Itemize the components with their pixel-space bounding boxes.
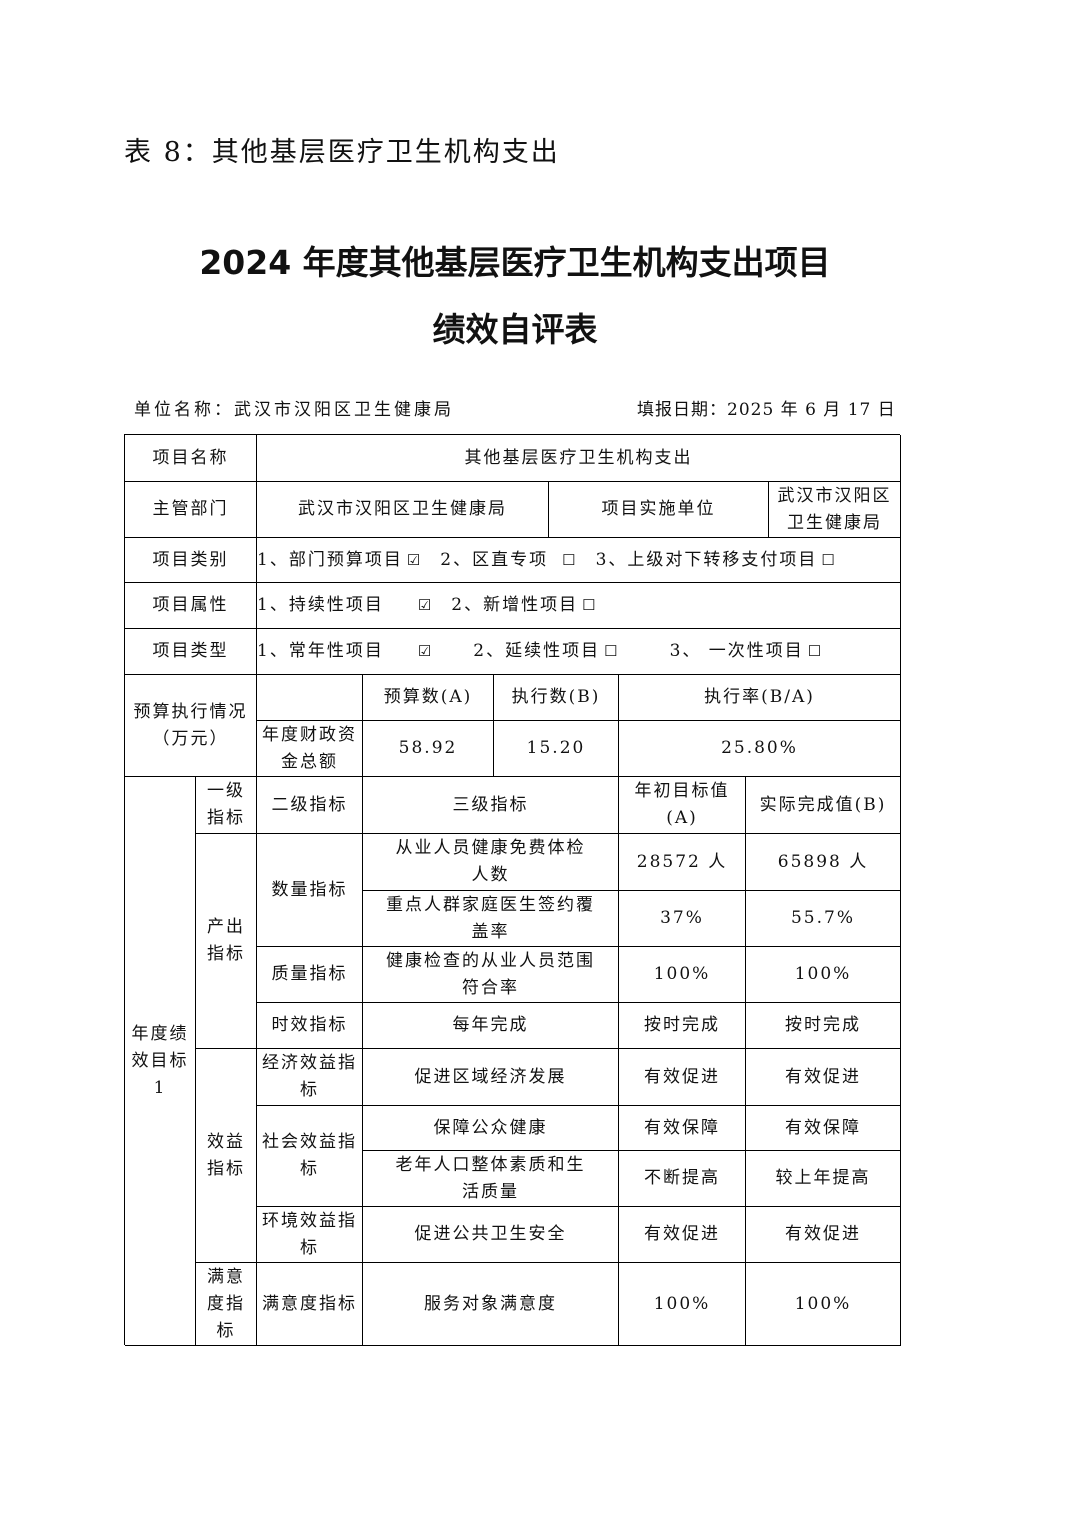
cell: 有效促进 [619,1049,746,1106]
cell: 主管部门 [125,482,257,538]
unit-name: 单位名称：武汉市汉阳区卫生健康局 [134,400,454,420]
option: 2、新增性项目 ☐ [451,592,597,619]
cell: 促进公共卫生安全 [363,1207,619,1263]
report-date: 填报日期：2025 年 6 月 17 日 [637,400,896,420]
option: 1、持续性项目 ☑ [257,592,433,619]
cell: 100% [746,1263,901,1346]
option-label: 3、 一次性项目 [669,641,804,661]
cell: 年度财政资金总额 [257,721,363,777]
cell: 每年完成 [363,1003,619,1049]
cell: 武汉市汉阳区卫生健康局 [257,482,549,538]
cell: 25.80% [619,721,901,777]
cell: 实际完成值(B) [746,777,901,834]
checkbox-icon[interactable]: ☐ [821,550,837,569]
cell: 服务对象满意度 [363,1263,619,1346]
table-caption: 表 8：其他基层医疗卫生机构支出 [124,137,560,168]
cell: 28572 人 [619,834,746,891]
cell: 一级指标 [196,777,257,834]
cell: 55.7% [746,891,901,947]
checkbox-icon[interactable]: ☐ [582,596,598,614]
cell: 从业人员健康免费体检人数 [363,834,619,891]
cell: 经济效益指标 [257,1049,363,1106]
cell: 15.20 [494,721,619,777]
checkbox-checked-icon[interactable]: ☑ [406,550,423,569]
cell: 按时完成 [746,1003,901,1049]
cell: 较上年提高 [746,1151,901,1207]
cell: 满意度指标 [196,1263,257,1346]
option: 1、常年性项目 ☑ [257,638,433,665]
option-label: 2、延续性项目 [473,641,601,661]
cell: 有效促进 [746,1207,901,1263]
cell: 有效促进 [746,1049,901,1106]
option-label: 2、新增性项目 [451,595,579,615]
cell: 按时完成 [619,1003,746,1049]
type-options: 1、常年性项目 ☑ 2、延续性项目 ☐ 3、 一次性项目 ☐ [257,629,901,675]
cell: 其他基层医疗卫生机构支出 [257,435,901,482]
option-label: 3、上级对下转移支付项目 [595,549,818,570]
cell: 重点人群家庭医生签约覆盖率 [363,891,619,947]
cell: 执行数(B) [494,675,619,721]
option: 1、部门预算项目 ☑ [257,547,422,574]
checkbox-icon[interactable]: ☐ [604,642,620,660]
option: 3、 一次性项目 ☐ [670,638,824,665]
cell: 执行率(B/A) [619,675,901,721]
cell-empty [257,675,363,721]
cell: 有效促进 [619,1207,746,1263]
option-label: 1、持续性项目 [257,595,384,615]
cell: 37% [619,891,746,947]
cell: 健康检查的从业人员范围符合率 [363,947,619,1003]
cell: 项目类别 [125,538,257,583]
cell: 时效指标 [257,1003,363,1049]
cell: 促进区域经济发展 [363,1049,619,1106]
cell: 保障公众健康 [363,1106,619,1151]
cell: 有效保障 [746,1106,901,1151]
checkbox-icon[interactable]: ☐ [807,642,824,660]
cell: 预算数(A) [363,675,494,721]
category-options: 1、部门预算项目 ☑ 2、区直专项 ☐ 3、上级对下转移支付项目 ☐ [257,538,901,583]
cell: 年度绩效目标1 [125,777,196,1346]
cell: 产出指标 [196,834,257,1049]
title-line-1: 2024 年度其他基层医疗卫生机构支出项目 [199,243,831,282]
evaluation-table: 项目名称 其他基层医疗卫生机构支出 主管部门 武汉市汉阳区卫生健康局 项目实施单… [124,434,901,1346]
option-label: 1、部门预算项目 [257,549,403,570]
cell: 环境效益指标 [257,1207,363,1263]
cell: 不断提高 [619,1151,746,1207]
cell: 三级指标 [363,777,619,834]
cell: 有效保障 [619,1106,746,1151]
cell: 65898 人 [746,834,901,891]
checkbox-icon[interactable]: ☐ [562,550,578,569]
cell: 100% [746,947,901,1003]
cell: 项目名称 [125,435,257,482]
checkbox-checked-icon[interactable]: ☑ [417,642,434,660]
cell: 武汉市汉阳区卫生健康局 [769,482,901,538]
cell: 年初目标值(A) [619,777,746,834]
cell: 项目属性 [125,583,257,629]
option: 3、上级对下转移支付项目 ☐ [596,547,837,574]
option-label: 1、常年性项目 [257,641,384,661]
cell: 100% [619,1263,746,1346]
cell: 预算执行情况（万元） [125,675,257,777]
cell: 老年人口整体素质和生活质量 [363,1151,619,1207]
option: 2、延续性项目 ☐ [473,638,619,665]
cell: 质量指标 [257,947,363,1003]
option-label: 2、区直专项 [440,549,549,570]
cell: 100% [619,947,746,1003]
cell: 二级指标 [257,777,363,834]
cell: 效益指标 [196,1049,257,1263]
cell: 数量指标 [257,834,363,947]
checkbox-checked-icon[interactable]: ☑ [417,596,434,614]
cell: 社会效益指标 [257,1106,363,1207]
cell: 满意度指标 [257,1263,363,1346]
title-line-2: 绩效自评表 [432,310,598,349]
cell: 58.92 [363,721,494,777]
attribute-options: 1、持续性项目 ☑ 2、新增性项目 ☐ [257,583,901,629]
cell: 项目实施单位 [549,482,769,538]
cell: 项目类型 [125,629,257,675]
option: 2、区直专项 ☐ [440,547,577,574]
